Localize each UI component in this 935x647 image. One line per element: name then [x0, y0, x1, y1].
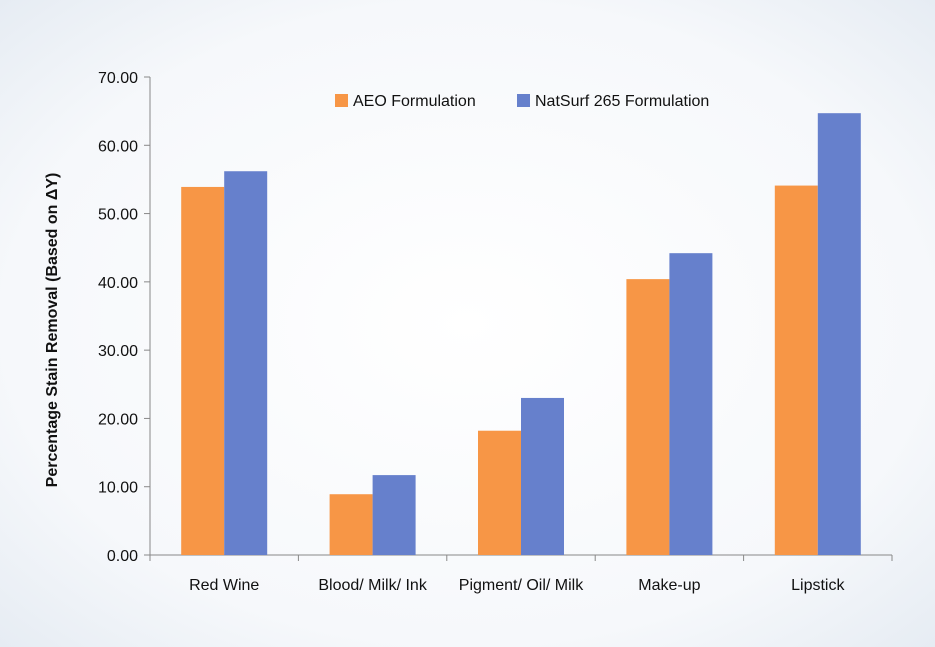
- x-category-label: Make-up: [638, 577, 700, 594]
- x-category-label: Pigment/ Oil/ Milk: [459, 577, 584, 594]
- y-tick-label: 40.00: [98, 275, 138, 292]
- y-tick-label: 10.00: [98, 480, 138, 497]
- y-tick-label: 60.00: [98, 138, 138, 155]
- x-category-label: Red Wine: [189, 577, 259, 594]
- bar-natsurf-1: [372, 475, 416, 555]
- y-tick-label: 70.00: [98, 70, 138, 87]
- y-axis-title: Percentage Stain Removal (Based on ΔY): [44, 173, 61, 488]
- bar-aeo-3: [626, 279, 670, 555]
- legend-label: NatSurf 265 Formulation: [535, 93, 709, 110]
- x-category-label: Blood/ Milk/ Ink: [318, 577, 427, 594]
- bars: [181, 113, 861, 556]
- x-axis: Red Wine Blood/ Milk/ Ink Pigment/ Oil/ Mi…: [149, 554, 893, 594]
- legend-swatch: [517, 94, 530, 107]
- legend-label: AEO Formulation: [353, 93, 476, 110]
- y-tick-label: 30.00: [98, 343, 138, 360]
- y-axis: 0.00 10.00 20.00 30.00 40.00 50.00 60.00 70.00: [98, 70, 151, 565]
- x-category-label: Lipstick: [791, 577, 845, 594]
- bar-aeo-0: [181, 186, 225, 555]
- legend: AEO Formulation NatSurf 265 Formulation: [335, 93, 709, 110]
- bar-natsurf-2: [521, 397, 564, 555]
- bar-natsurf-4: [817, 113, 861, 555]
- y-tick-label: 50.00: [98, 207, 138, 224]
- y-tick-label: 20.00: [98, 411, 138, 428]
- bar-aeo-4: [774, 185, 818, 555]
- bar-natsurf-0: [224, 171, 268, 555]
- legend-swatch: [335, 94, 348, 107]
- bar-aeo-2: [478, 430, 521, 555]
- bar-aeo-1: [329, 494, 373, 555]
- y-tick-label: 0.00: [107, 548, 138, 565]
- bar-natsurf-3: [669, 253, 713, 556]
